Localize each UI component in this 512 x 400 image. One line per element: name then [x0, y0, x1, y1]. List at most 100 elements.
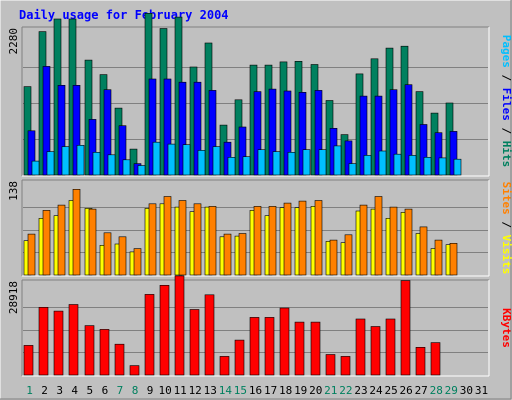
- bar-hits-files-day-20: [314, 90, 323, 176]
- bar-sites-sites-day-19: [298, 200, 307, 276]
- bar-sites-sites-day-1: [27, 233, 36, 276]
- legend-top-part-0: Pages: [500, 35, 512, 68]
- bar-kbytes-kbytes-day-23: [355, 318, 366, 376]
- day-label-3: 3: [56, 384, 63, 397]
- ymax-label-hits: 2280: [7, 28, 20, 55]
- day-label-28: 28: [430, 384, 443, 397]
- bar-hits-files-day-4: [72, 85, 81, 176]
- bar-kbytes-kbytes-day-25: [385, 318, 396, 376]
- bar-hits-files-day-16: [253, 91, 262, 176]
- day-label-23: 23: [354, 384, 367, 397]
- bar-hits-pages-day-27: [423, 157, 432, 176]
- bar-hits-files-day-17: [268, 88, 277, 176]
- bar-hits-files-day-15: [238, 126, 247, 176]
- bar-sites-sites-day-15: [238, 233, 247, 276]
- bar-kbytes-kbytes-day-28: [430, 342, 441, 376]
- day-label-15: 15: [234, 384, 247, 397]
- panel-sites: 138: [7, 179, 490, 277]
- bar-hits-files-day-25: [389, 89, 398, 176]
- bar-hits-files-day-18: [283, 90, 292, 176]
- panel-kbytes: 28918: [7, 275, 490, 377]
- bar-kbytes-kbytes-day-21: [325, 354, 336, 376]
- day-label-2: 2: [41, 384, 48, 397]
- day-label-31: 31: [475, 384, 488, 397]
- legend-top-part-1: /: [500, 68, 512, 88]
- bar-kbytes-kbytes-day-3: [53, 310, 64, 376]
- bar-sites-sites-day-8: [133, 248, 142, 276]
- legend-bottom-part-0: KBytes: [500, 308, 512, 348]
- day-label-11: 11: [174, 384, 187, 397]
- bar-sites-sites-day-21: [329, 239, 338, 276]
- panel-hits: 2280: [7, 13, 490, 177]
- day-label-19: 19: [294, 384, 307, 397]
- legend-top-part-2: Files: [500, 88, 512, 121]
- bar-hits-pages-day-13: [212, 146, 221, 176]
- day-label-18: 18: [279, 384, 292, 397]
- bar-hits-files-day-2: [42, 66, 51, 176]
- bar-hits-pages-day-10: [167, 143, 176, 176]
- bar-kbytes-kbytes-day-20: [310, 321, 321, 376]
- bar-kbytes-kbytes-day-22: [340, 356, 351, 376]
- bar-kbytes-kbytes-day-7: [114, 343, 125, 376]
- day-label-12: 12: [189, 384, 202, 397]
- ymax-label-kbytes: 28918: [7, 281, 20, 314]
- bar-kbytes-kbytes-day-26: [400, 280, 411, 376]
- bar-hits-files-day-12: [193, 81, 202, 176]
- bar-hits-pages-day-15: [242, 156, 251, 176]
- legend-middle-part-2: Visits: [500, 235, 512, 275]
- legend-top-part-4: Hits: [500, 141, 512, 168]
- bar-hits-pages-day-3: [61, 146, 70, 176]
- bar-hits-pages-day-18: [287, 152, 296, 176]
- bar-sites-sites-day-24: [374, 196, 383, 276]
- day-label-21: 21: [324, 384, 337, 397]
- legend-top-part-3: /: [500, 121, 512, 141]
- bar-kbytes-kbytes-day-1: [23, 345, 34, 376]
- bar-hits-pages-day-20: [318, 149, 327, 176]
- bar-sites-sites-day-6: [103, 232, 112, 276]
- legend-middle-part-1: /: [500, 215, 512, 235]
- bar-kbytes-kbytes-day-14: [219, 356, 230, 376]
- day-label-24: 24: [369, 384, 383, 397]
- bar-sites-sites-day-14: [223, 233, 232, 276]
- bar-hits-pages-day-2: [46, 151, 55, 176]
- bar-kbytes-kbytes-day-13: [204, 294, 215, 376]
- bar-hits-files-day-22: [344, 140, 353, 176]
- bar-sites-sites-day-25: [389, 206, 398, 276]
- bar-hits-pages-day-22: [348, 163, 357, 176]
- bar-hits-files-day-6: [103, 89, 112, 176]
- chart-panels: 2280 138 28918: [7, 13, 490, 377]
- bar-hits-files-day-3: [57, 85, 66, 176]
- bar-hits-files-day-5: [88, 119, 97, 176]
- bar-sites-sites-day-9: [148, 203, 157, 276]
- bar-hits-pages-day-7: [122, 159, 131, 176]
- bar-hits-files-day-7: [118, 125, 127, 176]
- bar-hits-files-day-11: [178, 81, 187, 176]
- bar-kbytes-kbytes-day-18: [279, 307, 290, 376]
- bar-hits-pages-day-12: [197, 150, 206, 176]
- bar-sites-sites-day-27: [419, 226, 428, 276]
- bar-hits-files-day-1: [27, 130, 36, 176]
- bar-hits-files-day-19: [298, 92, 307, 176]
- bar-hits-pages-day-21: [333, 145, 342, 176]
- bar-kbytes-kbytes-day-24: [370, 326, 381, 376]
- day-axis: 1 2 3 4 5 6 7 8 9 10 11 12 13 14 15 16 17 18 19 20 21 22 23 24 2…: [26, 384, 488, 397]
- bar-hits-files-day-10: [163, 78, 172, 176]
- bar-hits-pages-day-28: [438, 157, 447, 176]
- bar-hits-pages-day-16: [257, 149, 266, 176]
- bar-sites-sites-day-16: [253, 206, 262, 276]
- day-label-6: 6: [102, 384, 109, 397]
- bar-hits-pages-day-25: [393, 153, 402, 176]
- day-label-4: 4: [71, 384, 78, 397]
- bar-kbytes-kbytes-day-10: [159, 284, 170, 376]
- bar-hits-pages-day-5: [92, 152, 101, 176]
- bar-kbytes-kbytes-day-9: [144, 294, 155, 376]
- day-label-1: 1: [26, 384, 33, 397]
- day-label-7: 7: [117, 384, 124, 397]
- bar-hits-files-day-28: [434, 132, 443, 176]
- bar-hits-pages-day-26: [408, 155, 417, 176]
- bar-kbytes-kbytes-day-19: [294, 321, 305, 376]
- bar-hits-pages-day-17: [272, 151, 281, 176]
- legend-middle: Sites / Visits: [500, 182, 512, 275]
